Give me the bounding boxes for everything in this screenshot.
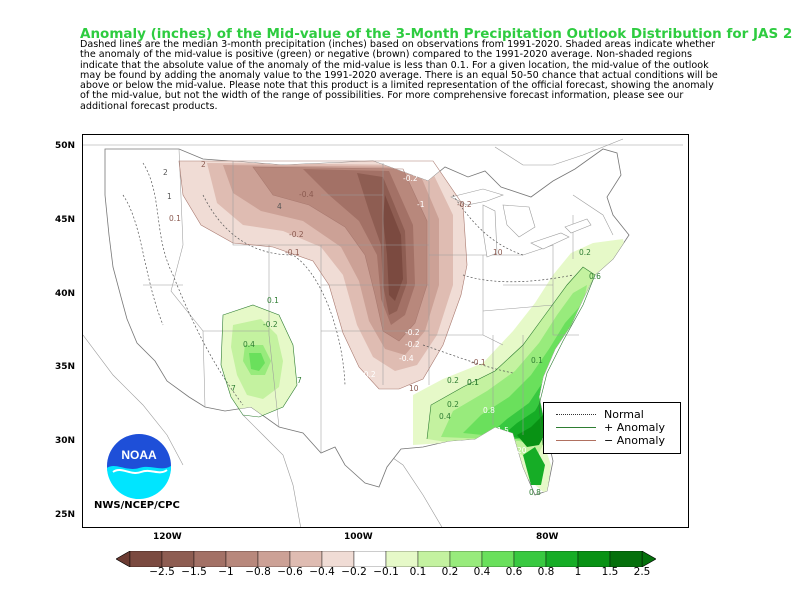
map-title: Anomaly (inches) of the Mid-value of the…: [80, 26, 792, 42]
contour-label: -0.2: [457, 200, 472, 209]
colorbar-swatch: [353, 551, 387, 567]
map-panel: 2 2 1 0.1 -0.4 4 -0.2 -0.1 -0.2 -1 -0.2 …: [82, 134, 689, 528]
precipitation-anomaly-map: 2 2 1 0.1 -0.4 4 -0.2 -0.1 -0.2 -1 -0.2 …: [83, 138, 683, 527]
legend-item-negative: − Anomaly: [544, 434, 682, 447]
colorbar-label: −0.6: [277, 566, 303, 578]
colorbar-label: 1: [574, 566, 582, 578]
contour-label: -0.4: [299, 190, 314, 199]
contour-label: -0.2: [289, 230, 304, 239]
contour-label: 0.4: [439, 412, 451, 421]
lat-label-40n: 40N: [55, 289, 76, 299]
colorbar-swatch: [609, 551, 643, 567]
contour-label: 0.2: [579, 248, 591, 257]
lat-label-45n: 45N: [55, 215, 76, 225]
colorbar-label: 0.4: [473, 566, 491, 578]
legend-item-normal: Normal: [544, 408, 682, 421]
contour-label: 20: [485, 434, 495, 443]
colorbar-swatch: [481, 551, 515, 567]
colorbar-label: 0.6: [505, 566, 523, 578]
normal-line-swatch: [556, 414, 596, 415]
contour-label: -0.1: [285, 248, 300, 257]
colorbar-swatch: [257, 551, 291, 567]
colorbar-label: −0.2: [341, 566, 367, 578]
contour-label: 0.8: [483, 406, 495, 415]
contour-label: -1: [417, 200, 425, 209]
legend-label: Normal: [604, 408, 644, 421]
lat-label-50n: 50N: [55, 141, 76, 151]
legend-item-positive: + Anomaly: [544, 421, 682, 434]
contour-label: -0.2: [405, 328, 420, 337]
contour-label: 2: [201, 160, 206, 169]
colorbar-swatch: [129, 551, 163, 567]
contour-label: -0.2: [361, 370, 376, 379]
colorbar-label: −2.5: [149, 566, 175, 578]
contour-label: 0.1: [467, 378, 479, 387]
colorbar-low-arrow: [116, 551, 131, 567]
negative-line-swatch: [556, 440, 596, 441]
colorbar-swatch: [577, 551, 611, 567]
contour-label: -0.1: [471, 358, 486, 367]
colorbar-label: 1.5: [601, 566, 619, 578]
colorbar-swatch: [193, 551, 227, 567]
contour-label: 4: [277, 202, 282, 211]
colorbar-label: −0.8: [245, 566, 271, 578]
lat-label-30n: 30N: [55, 436, 76, 446]
colorbar-swatch: [321, 551, 355, 567]
positive-line-swatch: [556, 427, 596, 428]
contour-label: 0.8: [529, 488, 541, 497]
contour-label: 0.1: [267, 296, 279, 305]
contour-label: 20: [517, 446, 527, 455]
contour-label: 1: [167, 192, 172, 201]
lon-label-120w: 120W: [153, 532, 182, 542]
colorbar-swatch: [449, 551, 483, 567]
colorbar-label: 2.5: [633, 566, 651, 578]
map-description: Dashed lines are the median 3-month prec…: [80, 39, 718, 112]
colorbar-label: −0.4: [309, 566, 335, 578]
contour-label: -0.2: [263, 320, 278, 329]
colorbar-swatch: [513, 551, 547, 567]
contour-label: 0.1: [169, 214, 181, 223]
contour-label: 0.2: [447, 400, 459, 409]
contour-label: 2: [163, 168, 168, 177]
colorbar-label: −1: [218, 566, 234, 578]
colorbar-label: 0.1: [409, 566, 427, 578]
legend-label: − Anomaly: [604, 434, 665, 447]
colorbar-label: −1.5: [181, 566, 207, 578]
contour-label: -0.2: [405, 340, 420, 349]
contour-label: 0.4: [243, 340, 255, 349]
colorbar-swatch: [545, 551, 579, 567]
contour-label: 0.6: [589, 272, 601, 281]
noaa-logo-text: NOAA: [121, 448, 157, 462]
contour-label: 0.1: [531, 356, 543, 365]
colorbar-swatch: [161, 551, 195, 567]
noaa-logo-icon: NOAA: [107, 434, 172, 500]
legend-label: + Anomaly: [604, 421, 665, 434]
contour-label: -0.4: [399, 354, 414, 363]
colorbar-label: −0.1: [373, 566, 399, 578]
lon-label-100w: 100W: [344, 532, 373, 542]
colorbar-swatch: [417, 551, 451, 567]
contour-label: 7: [231, 384, 236, 393]
contour-label: 7: [297, 376, 302, 385]
colorbar-swatch: [385, 551, 419, 567]
contour-label: 10: [493, 248, 503, 257]
lon-label-80w: 80W: [536, 532, 559, 542]
lat-label-25n: 25N: [55, 510, 76, 520]
contour-label: 0.2: [447, 376, 459, 385]
agency-label: NWS/NCEP/CPC: [94, 500, 180, 511]
contour-label: -0.2: [403, 174, 418, 183]
colorbar-label: 0.8: [537, 566, 555, 578]
colorbar-swatch: [225, 551, 259, 567]
contour-label: 0.1: [467, 378, 479, 387]
colorbar-high-arrow: [641, 551, 656, 567]
colorbar-label: 0.2: [441, 566, 459, 578]
contour-label: 1.5: [497, 426, 509, 435]
contour-label: 10: [409, 384, 419, 393]
lat-label-35n: 35N: [55, 362, 76, 372]
colorbar-swatch: [289, 551, 323, 567]
map-legend: Normal + Anomaly − Anomaly: [543, 402, 681, 454]
colorbar: [116, 551, 656, 567]
